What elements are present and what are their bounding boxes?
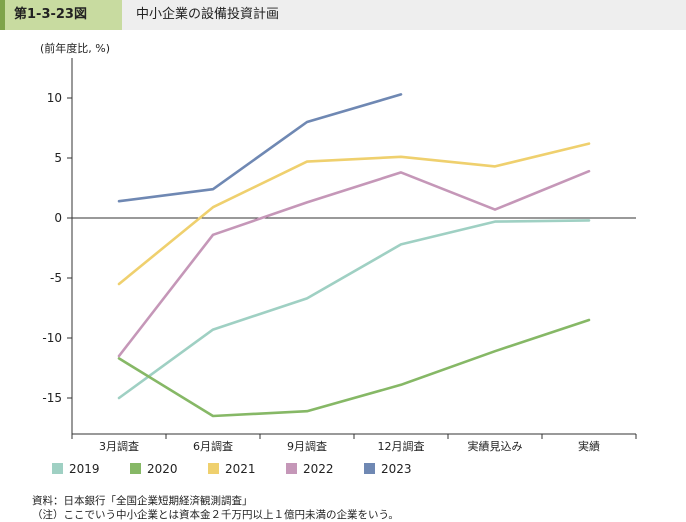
y-tick-label: 0 bbox=[54, 211, 62, 225]
series-line-2020 bbox=[117, 318, 591, 418]
chart-notes: 資料：日本銀行「全国企業短期経済観測調査」 （注）ここでいう中小企業とは資本金２… bbox=[32, 494, 399, 522]
legend-swatch-2021 bbox=[208, 463, 219, 474]
y-tick-label: 10 bbox=[47, 91, 62, 105]
source-note: 資料：日本銀行「全国企業短期経済観測調査」 bbox=[32, 495, 253, 507]
series-line-2021 bbox=[117, 142, 591, 286]
legend-label-2021: 2021 bbox=[225, 462, 256, 476]
legend-swatch-2020 bbox=[130, 463, 141, 474]
figure-title: 中小企業の設備投資計画 bbox=[136, 7, 280, 22]
x-tick-label: 9月調査 bbox=[287, 439, 327, 453]
legend-label-2022: 2022 bbox=[303, 462, 334, 476]
series-line-2023 bbox=[117, 93, 403, 203]
x-tick-label: 12月調査 bbox=[378, 439, 425, 453]
figure-number: 第1-3-23図 bbox=[0, 0, 122, 30]
y-tick-label: 5 bbox=[54, 151, 62, 165]
x-tick-label: 実績 bbox=[578, 439, 600, 453]
legend-label-2019: 2019 bbox=[69, 462, 100, 476]
legend-label-2023: 2023 bbox=[381, 462, 412, 476]
x-tick-label: 実績見込み bbox=[468, 439, 523, 453]
x-tick-label: 6月調査 bbox=[193, 439, 233, 453]
legend-swatch-2023 bbox=[364, 463, 375, 474]
legend-label-2020: 2020 bbox=[147, 462, 178, 476]
y-axis-label: (前年度比, %) bbox=[40, 41, 110, 55]
y-tick-label: -15 bbox=[42, 391, 62, 405]
footnote: （注）ここでいう中小企業とは資本金２千万円以上１億円未満の企業をいう。 bbox=[32, 509, 399, 521]
series-line-2022 bbox=[117, 169, 591, 358]
legend-swatch-2022 bbox=[286, 463, 297, 474]
y-tick-label: -5 bbox=[50, 271, 62, 285]
legend-swatch-2019 bbox=[52, 463, 63, 474]
y-tick-label: -10 bbox=[42, 331, 62, 345]
series-line-2019 bbox=[117, 219, 591, 400]
x-tick-label: 3月調査 bbox=[99, 439, 139, 453]
figure-header: 第1-3-23図 中小企業の設備投資計画 bbox=[0, 0, 686, 30]
